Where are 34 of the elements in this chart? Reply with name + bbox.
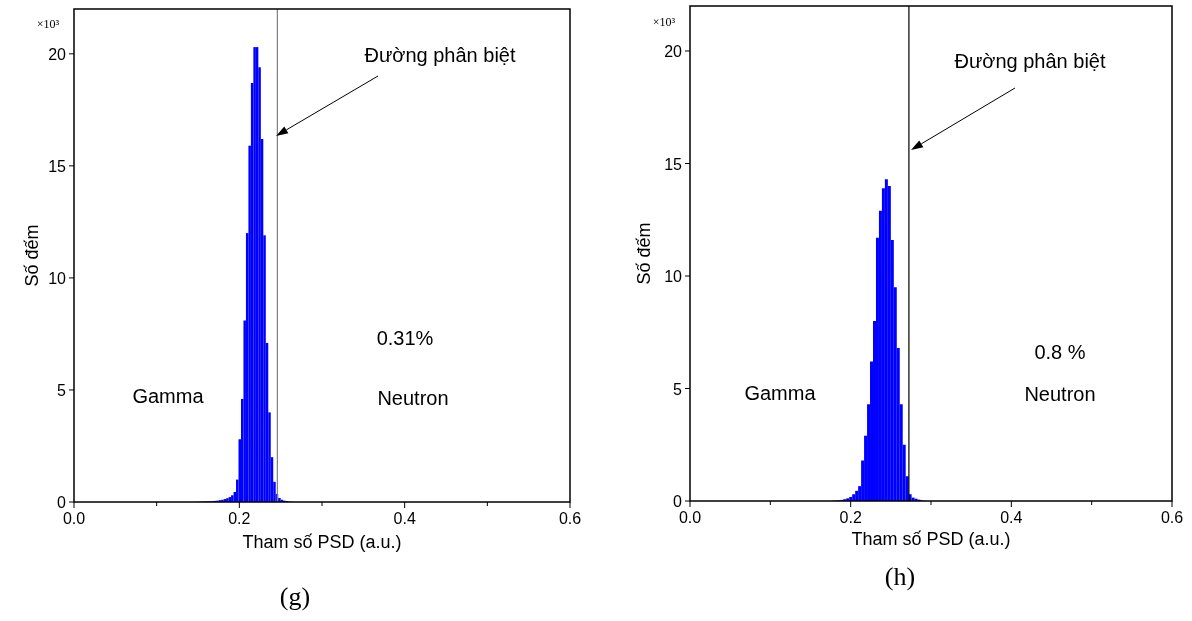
x-tick-label: 0.4 [393,510,416,527]
annotation: 0.31% [376,327,434,349]
x-tick-label: 0.0 [62,510,86,527]
annotation: Neutron [377,387,449,409]
annotation: Đường phân biệt [954,50,1106,72]
x-tick-label: 0.2 [839,509,862,526]
x-tick-label: 0.6 [1160,509,1184,526]
x-tick-label: 0.4 [1000,509,1023,526]
annotation: Neutron [1024,383,1096,405]
annotation: Gamma [744,382,817,404]
y-tick-label: 10 [664,268,683,285]
text: (g) [279,582,311,611]
y-tick-label: 0 [673,493,683,510]
x-tick-label: 0.2 [228,510,251,527]
y-axis-title: Số đếm [634,222,654,285]
text: ×10³ [36,17,60,31]
x-axis-title: Tham số PSD (a.u.) [851,529,1011,549]
y-tick-label: 0 [57,494,67,511]
y-tick-label: 15 [48,157,67,175]
text: ×10³ [652,15,676,29]
y-tick-label: 5 [673,380,683,398]
annotation: Đường phân biệt [364,44,516,66]
annotation: 0.8 % [1034,341,1086,363]
text: (h) [884,562,916,591]
x-axis-title: Tham số PSD (a.u.) [242,532,402,552]
y-tick-label: 15 [664,155,683,173]
y-tick-label: 10 [48,269,67,287]
annotation: Gamma [132,385,205,407]
x-tick-label: 0.6 [558,510,582,527]
x-tick-label: 0.0 [678,509,702,526]
y-tick-label: 5 [57,381,67,399]
y-tick-label: 20 [664,43,683,60]
y-axis-title: Số đếm [22,224,42,287]
y-tick-label: 20 [48,45,67,63]
